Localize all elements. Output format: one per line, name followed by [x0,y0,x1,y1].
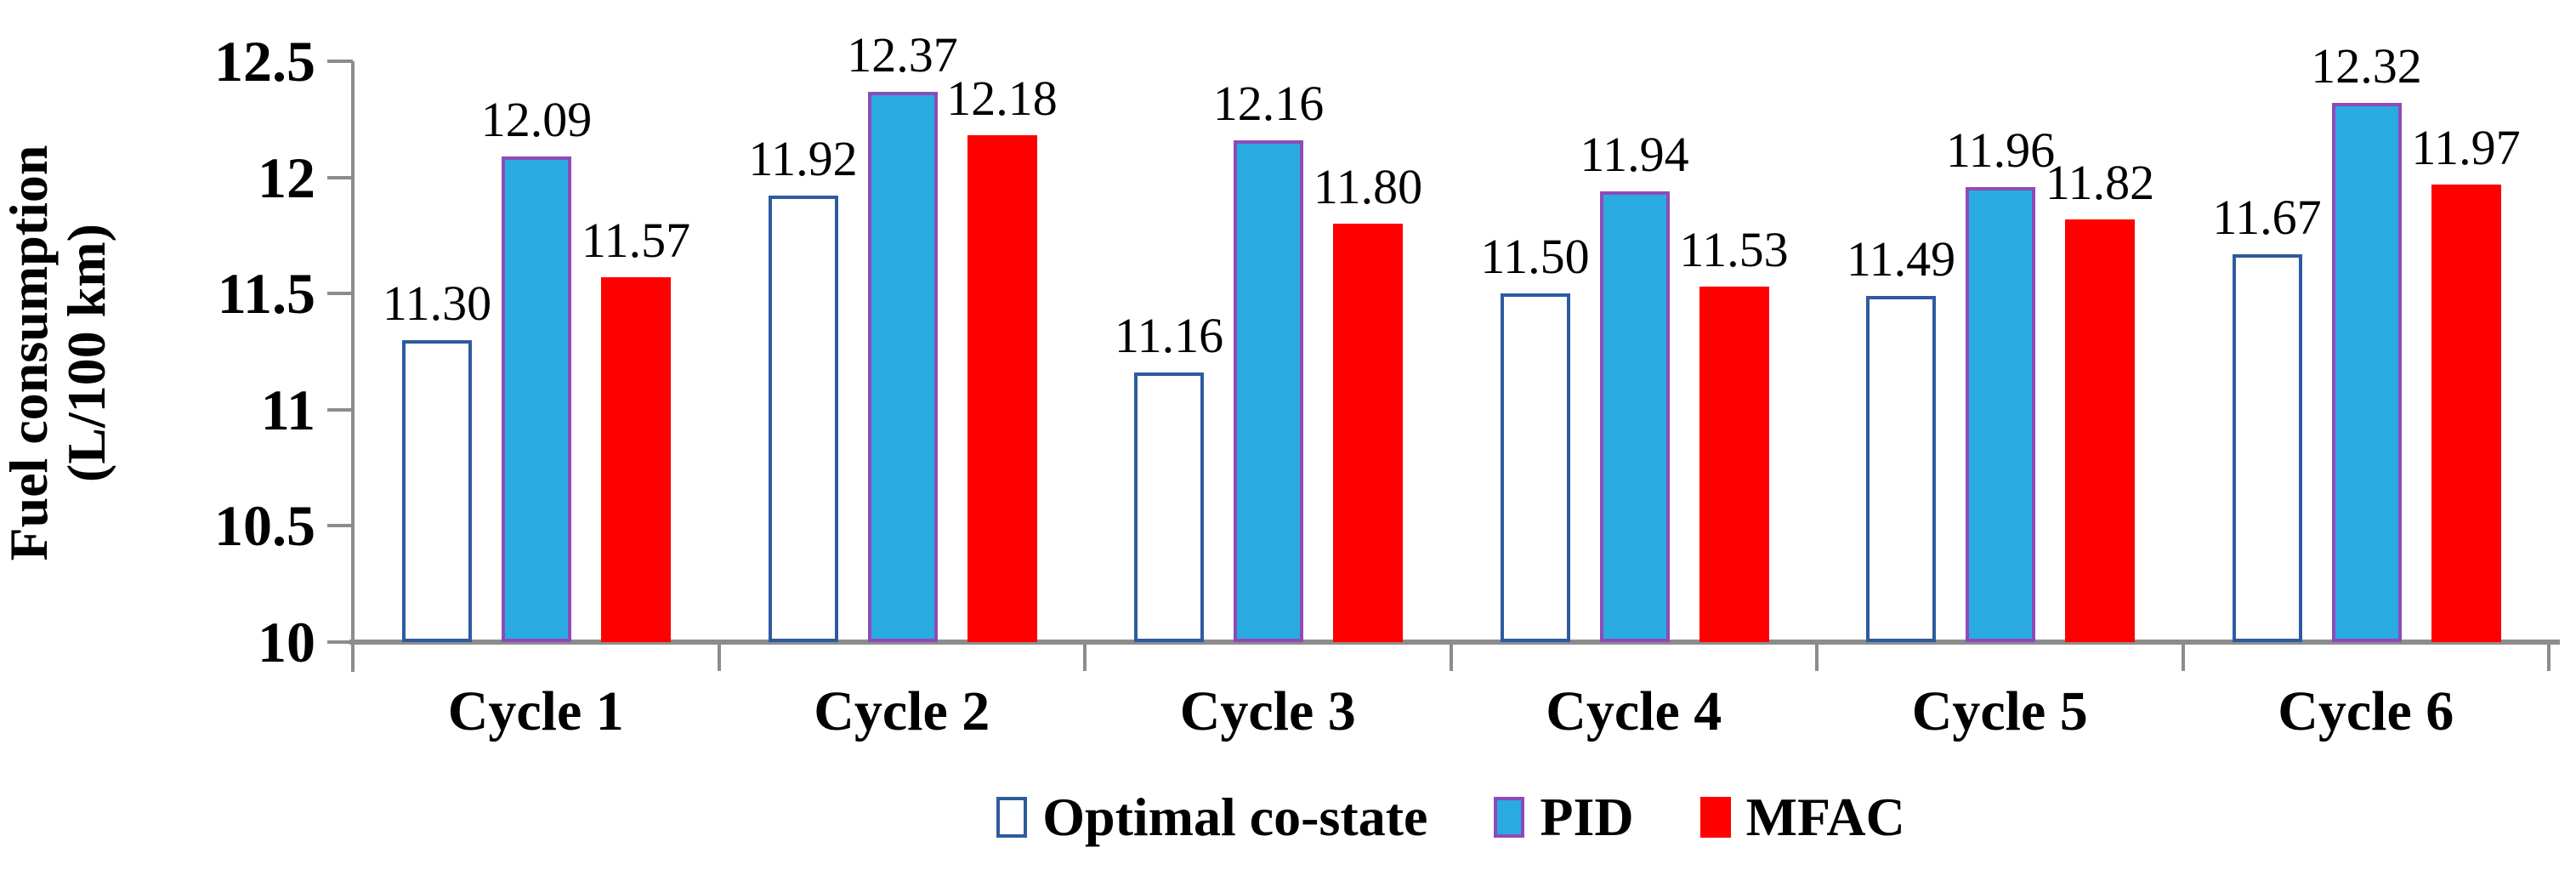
y-tick-label: 10.5 [214,493,315,559]
y-tick-label: 11 [260,377,315,442]
x-category-label: Cycle 6 [2278,680,2454,742]
x-category-label: Cycle 1 [447,680,624,742]
bar-optimal-co-state [2232,253,2302,642]
x-axis-line [349,640,2560,645]
y-tick-label: 10 [258,610,315,674]
bar-pid [1599,190,1670,642]
bar-value-label: 11.94 [1580,126,1689,182]
x-category-label: Cycle 4 [1546,680,1722,742]
x-category-label: Cycle 2 [814,680,990,742]
x-category-label: Cycle 3 [1179,680,1356,742]
legend-label: Optimal co-state [1042,787,1428,847]
x-axis-group-tick [1815,642,1819,671]
legend-item-pid: PID [1494,787,1634,848]
bar-pid [502,156,571,642]
bar-value-label: 11.57 [581,213,691,269]
y-axis-title: Fuel consumption (L/100 km) [0,51,119,655]
bar-value-label: 11.50 [1480,229,1590,285]
x-axis-group-tick [2181,642,2185,671]
y-tick-mark [327,640,353,644]
bar-pid [867,91,938,642]
bar-value-label: 11.82 [2045,154,2155,210]
bar-value-label: 11.97 [2411,119,2521,175]
bar-pid [1234,139,1303,642]
bar-mfac [2431,184,2501,642]
legend-swatch [996,797,1028,838]
y-tick-label: 12 [258,145,315,210]
bar-optimal-co-state [402,339,472,642]
bar-optimal-co-state [1500,293,1570,642]
y-tick-mark [327,60,353,63]
bar-value-label: 11.49 [1846,230,1956,287]
bar-optimal-co-state [1866,295,1936,642]
bar-optimal-co-state [1134,372,1204,642]
y-tick-mark [327,292,353,296]
bar-value-label: 11.92 [748,131,858,187]
legend-item-mfac: MFAC [1699,787,1905,848]
legend: Optimal co-state PID MFAC [353,779,2549,856]
x-axis-group-tick [1449,642,1453,671]
legend-swatch [1494,797,1525,838]
bar-optimal-co-state [768,196,838,642]
legend-label: MFAC [1745,787,1905,847]
legend-label: PID [1540,787,1634,847]
x-category-label: Cycle 5 [1911,680,2088,742]
bar-value-label: 12.16 [1212,75,1325,131]
bar-pid [2331,103,2402,642]
bar-value-label: 12.37 [847,26,958,82]
legend-item-optimal-co-state: Optimal co-state [996,787,1427,848]
y-tick-mark [327,175,353,179]
bar-value-label: 12.09 [480,92,593,147]
bar-mfac [967,135,1037,642]
bar-mfac [1699,287,1769,642]
y-tick-mark [327,524,353,528]
bar-mfac [1333,224,1403,642]
y-tick-label: 12.5 [214,29,315,94]
bar-value-label: 11.53 [1679,222,1789,277]
bar-mfac [601,277,671,642]
y-axis-line [351,61,355,672]
x-axis-group-tick [717,642,721,671]
bar-value-label: 12.18 [946,71,1058,127]
bar-value-label: 11.80 [1313,159,1423,215]
bar-pid [1966,186,2035,642]
bar-mfac [2065,219,2135,642]
y-axis-title-line1: Fuel consumption [0,145,59,561]
x-axis-group-tick [2547,642,2550,671]
legend-swatch [1699,797,1731,838]
bar-value-label: 11.16 [1114,308,1224,364]
bar-value-label: 11.67 [2212,189,2322,245]
bar-value-label: 12.32 [2311,38,2422,94]
bar-value-label: 11.30 [382,275,492,331]
y-tick-label: 11.5 [217,261,315,327]
bar-value-label: 11.96 [1945,122,2056,178]
y-tick-mark [327,407,353,412]
y-axis-title-line2: (L/100 km) [56,224,116,482]
x-axis-group-tick [1083,642,1087,671]
